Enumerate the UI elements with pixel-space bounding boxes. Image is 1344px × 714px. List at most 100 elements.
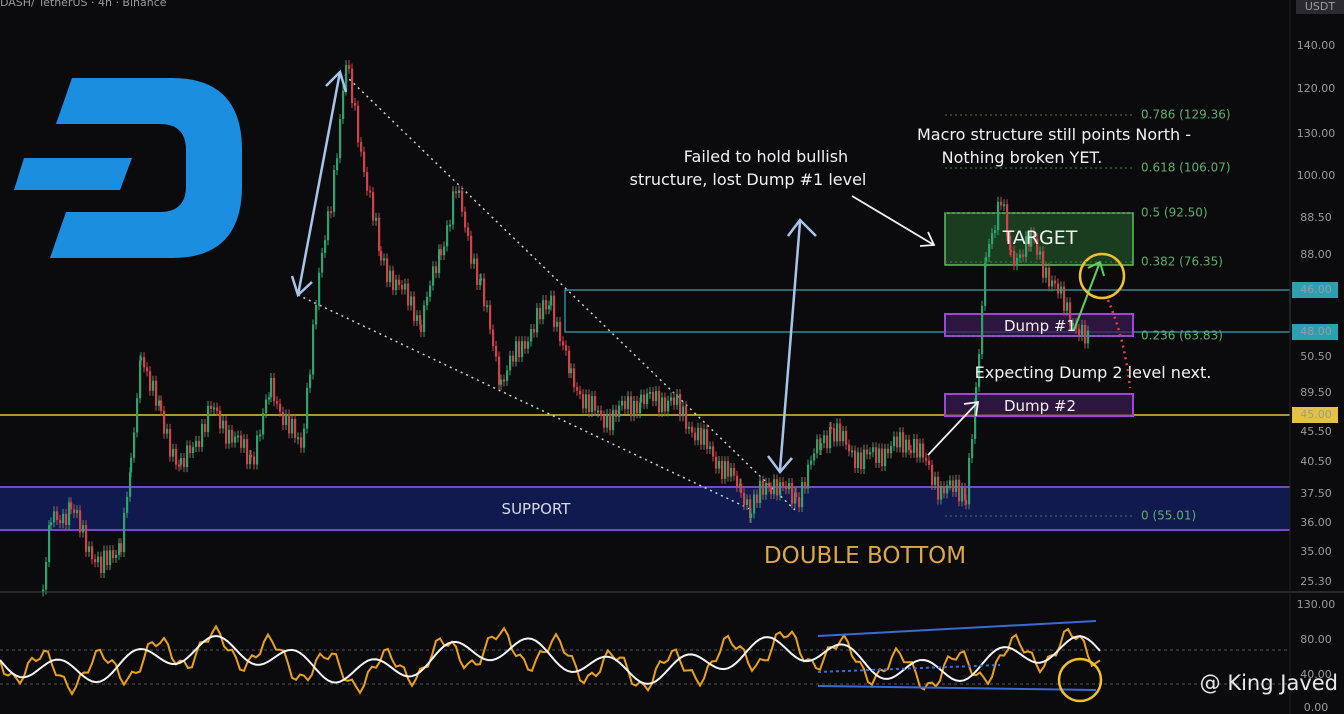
candle	[419, 315, 422, 325]
fib-label: 0.786 (129.36)	[1141, 108, 1231, 122]
indicator-tick-label: 130.00	[1297, 598, 1336, 611]
candle	[890, 446, 893, 454]
candle	[321, 252, 324, 273]
candle	[851, 450, 854, 453]
candle	[180, 458, 183, 465]
candle	[640, 394, 643, 403]
trendline	[344, 74, 796, 511]
candle	[201, 423, 204, 447]
candle	[997, 201, 1000, 231]
candle	[664, 397, 667, 412]
candle	[981, 305, 984, 355]
candle	[652, 391, 655, 402]
candle	[56, 511, 59, 521]
candle	[133, 432, 136, 458]
candle	[964, 488, 967, 501]
candle	[225, 420, 228, 444]
candle	[573, 368, 576, 388]
candle	[42, 589, 45, 592]
candle	[262, 413, 265, 435]
candle	[68, 502, 71, 525]
candle	[857, 452, 860, 468]
candle	[483, 278, 486, 307]
candle	[112, 550, 115, 558]
candle	[691, 426, 694, 433]
candle	[473, 258, 476, 264]
candle	[965, 500, 968, 505]
candle	[887, 448, 890, 454]
candle	[136, 398, 139, 433]
candle	[869, 452, 872, 455]
candle	[902, 432, 905, 453]
candle	[553, 295, 556, 327]
candle	[916, 438, 919, 458]
candle	[759, 480, 762, 504]
candle	[45, 561, 48, 590]
candle	[934, 476, 937, 485]
candle	[715, 456, 718, 469]
candle	[354, 102, 357, 106]
candle	[542, 300, 545, 320]
candle	[416, 315, 419, 322]
candle	[219, 410, 222, 429]
candle	[1039, 251, 1042, 255]
candle	[106, 550, 109, 566]
candle	[324, 240, 327, 253]
candle	[718, 460, 721, 469]
candle	[285, 414, 288, 425]
candle	[585, 394, 588, 409]
candle	[467, 227, 470, 236]
pointer-arrows	[851, 195, 980, 456]
candle	[506, 370, 509, 381]
candle	[265, 399, 268, 414]
candle	[913, 438, 916, 453]
candle	[559, 321, 562, 342]
candle	[312, 324, 315, 375]
candle	[476, 258, 479, 285]
price-tick-label: 35.00	[1300, 545, 1332, 558]
candle	[73, 509, 76, 514]
symbol: DASH/ TetherUS · 4h · Binance	[0, 0, 167, 9]
candle	[449, 224, 452, 227]
candle	[968, 457, 971, 505]
candle	[357, 105, 360, 143]
candle	[958, 479, 961, 502]
candle	[426, 296, 429, 306]
candle	[423, 305, 426, 332]
candle	[420, 324, 423, 332]
candle	[91, 546, 94, 560]
candle	[655, 391, 658, 402]
candle	[1069, 302, 1072, 326]
candle	[85, 525, 88, 552]
candle	[300, 437, 303, 448]
axis-badge	[1292, 282, 1338, 298]
candle	[318, 272, 321, 306]
candle	[139, 360, 142, 399]
price-tick-label: 100.00	[1297, 169, 1336, 182]
candle	[1033, 232, 1036, 239]
candle	[503, 379, 506, 382]
candle	[1042, 251, 1045, 278]
candle	[591, 396, 594, 412]
candle	[315, 305, 318, 325]
candle	[1022, 254, 1025, 257]
candle	[1054, 280, 1057, 284]
candle	[375, 217, 378, 221]
candle	[440, 249, 443, 256]
watermark: @ King Javed	[1200, 671, 1338, 695]
candle	[961, 488, 964, 502]
candle	[509, 355, 512, 371]
candle	[76, 510, 79, 514]
logo-bar	[14, 158, 132, 190]
candle	[336, 158, 339, 171]
candle	[216, 407, 219, 411]
candle	[62, 513, 65, 524]
candle	[872, 447, 875, 453]
candle	[795, 492, 798, 498]
candle	[339, 119, 342, 159]
candle	[866, 449, 869, 455]
candle	[158, 400, 161, 406]
candle	[985, 256, 988, 263]
candle	[1010, 250, 1013, 253]
